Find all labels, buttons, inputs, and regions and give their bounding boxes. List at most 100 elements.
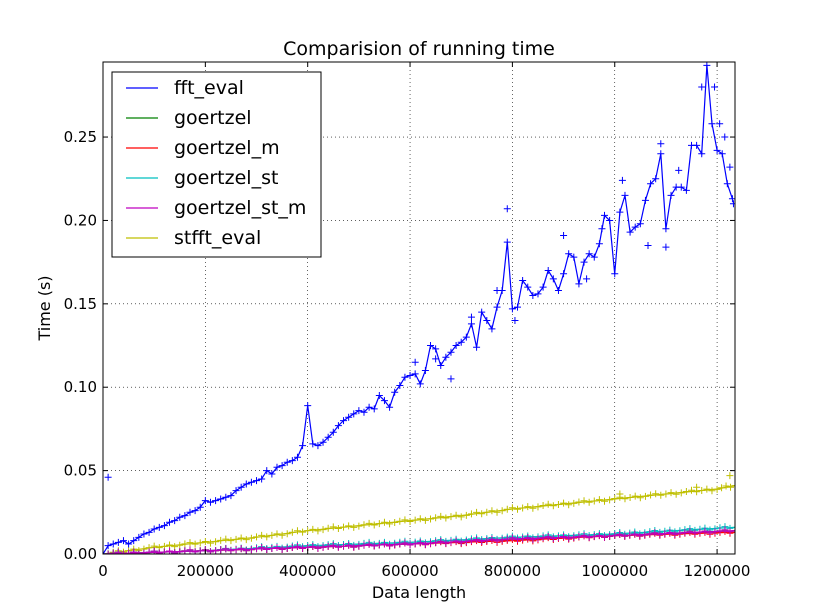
data-point-marker [191, 548, 199, 554]
grid [103, 62, 735, 554]
data-point-marker [601, 497, 609, 505]
data-point-marker [616, 530, 624, 538]
data-point-marker [544, 533, 552, 541]
data-point-marker [467, 313, 475, 321]
data-point-marker [693, 483, 701, 491]
data-point-marker [457, 539, 465, 547]
data-point-marker [716, 120, 724, 128]
plot-area [103, 62, 735, 554]
data-point-marker [701, 527, 709, 535]
data-point-marker [130, 548, 138, 554]
data-point-marker [667, 489, 675, 497]
data-point-marker [334, 543, 342, 551]
data-point-marker [258, 544, 266, 552]
data-point-marker [329, 523, 337, 531]
data-point-marker [278, 545, 286, 553]
data-point-marker [155, 549, 163, 554]
data-point-marker [580, 531, 588, 539]
data-point-marker [560, 499, 568, 507]
data-point-marker [675, 166, 683, 174]
data-point-marker [644, 241, 652, 249]
data-point-marker [503, 205, 511, 213]
data-point-marker [621, 532, 629, 540]
data-point-marker [186, 546, 194, 554]
y-tick-label: 0.15 [64, 295, 97, 313]
legend-label: goertzel [174, 107, 252, 129]
data-point-marker [258, 531, 266, 539]
data-point-marker [688, 486, 696, 494]
y-tick-label: 0.00 [64, 545, 97, 563]
data-point-marker [386, 542, 394, 550]
data-point-marker [595, 496, 603, 504]
data-point-marker [314, 527, 322, 535]
data-point-marker [237, 545, 245, 553]
data-point-marker [278, 531, 286, 539]
y-tick-label: 0.05 [64, 462, 97, 480]
data-point-marker [416, 539, 424, 547]
series-group [103, 62, 735, 554]
data-point-marker [508, 534, 516, 542]
series-fft_eval [103, 62, 735, 554]
legend-box [111, 71, 322, 258]
y-axis-label: Time (s) [35, 275, 54, 341]
data-point-marker [636, 494, 644, 502]
data-point-marker [595, 531, 603, 539]
data-point-marker [549, 534, 557, 542]
series-goertzel_st_m [103, 526, 735, 554]
data-point-marker [119, 550, 127, 554]
data-point-marker [652, 490, 660, 498]
data-point-marker [651, 529, 659, 537]
data-point-marker [457, 513, 465, 521]
data-point-marker [511, 317, 519, 325]
data-point-marker [135, 550, 143, 554]
legend: fft_eval goertzel goertzel_m goertzel_stgoe… [111, 71, 322, 258]
data-point-marker [703, 485, 711, 493]
data-point-marker [616, 490, 624, 498]
data-point-marker [721, 133, 729, 141]
data-point-marker [227, 537, 235, 545]
data-point-marker [166, 547, 174, 554]
legend-label: goertzel_st [174, 167, 278, 189]
data-point-marker [662, 243, 670, 251]
y-tick-label: 0.20 [64, 211, 97, 229]
y-tick-label: 0.25 [64, 128, 97, 146]
series-stfft_eval [103, 472, 735, 554]
legend-label: goertzel_st_m [174, 197, 306, 219]
series-line [103, 485, 735, 554]
data-point-marker [514, 536, 522, 544]
data-point-marker [345, 541, 353, 549]
data-point-marker [437, 537, 445, 545]
data-point-marker [406, 541, 414, 549]
data-point-marker [222, 545, 230, 553]
data-point-marker [721, 526, 729, 534]
data-point-marker [314, 544, 322, 552]
data-point-marker [437, 512, 445, 520]
data-point-marker [452, 537, 460, 545]
data-point-marker [309, 525, 317, 533]
data-point-marker [293, 542, 301, 550]
data-point-marker [309, 542, 317, 550]
data-point-marker [227, 547, 235, 554]
data-point-marker [524, 534, 532, 542]
x-tick-label: 800000 [484, 562, 541, 580]
x-tick-label: 0 [98, 562, 108, 580]
data-point-marker [299, 544, 307, 552]
data-point-marker [171, 543, 179, 551]
series-line [103, 65, 733, 554]
data-point-marker [565, 501, 573, 509]
axes-frame [102, 61, 736, 555]
data-point-marker [726, 163, 734, 171]
data-point-marker [370, 542, 378, 550]
data-point-marker [711, 83, 719, 91]
data-point-marker [488, 535, 496, 543]
data-point-marker [722, 482, 730, 490]
data-point-marker [580, 497, 588, 505]
data-point-marker [726, 472, 734, 480]
data-point-marker [666, 529, 674, 537]
data-point-marker [706, 529, 714, 537]
data-point-marker [729, 200, 735, 208]
data-point-marker [406, 517, 414, 525]
data-point-marker [380, 540, 388, 548]
data-point-marker [191, 540, 199, 548]
data-point-marker [329, 541, 337, 549]
